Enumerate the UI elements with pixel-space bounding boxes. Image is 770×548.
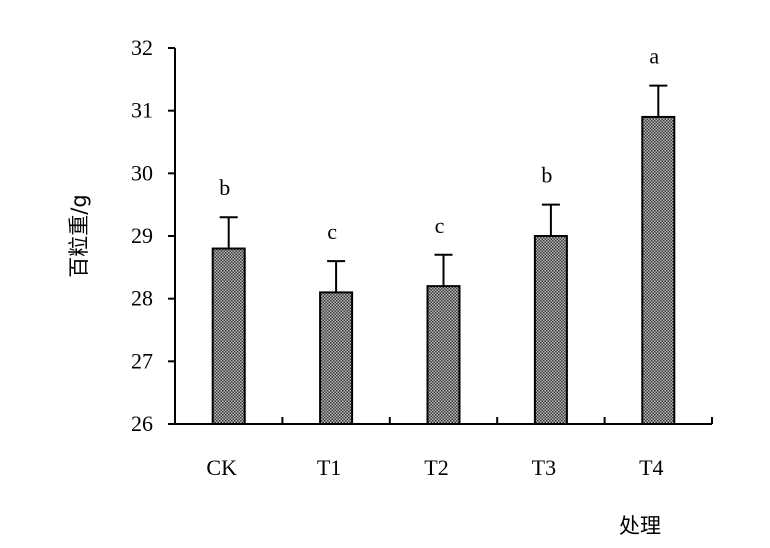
bar-t1	[319, 291, 354, 425]
bar-ck	[211, 247, 246, 425]
y-tick-label: 27	[131, 348, 153, 373]
significance-label: c	[327, 219, 337, 244]
y-tick-label: 31	[131, 98, 153, 123]
bar-t3	[533, 235, 568, 425]
x-axis-ticks: CK T1 T2 T3 T4	[174, 417, 713, 480]
significance-label: a	[649, 44, 659, 69]
bar-t2	[426, 285, 461, 425]
x-axis-title: 处理	[619, 514, 661, 538]
y-tick-label: 32	[131, 35, 153, 60]
y-axis-ticks: 26 27 28 29 30 31 32	[131, 35, 175, 436]
y-tick-label: 28	[131, 286, 153, 311]
significance-label: c	[435, 213, 445, 238]
x-category-label: T4	[639, 455, 663, 480]
x-category-label: T2	[424, 455, 448, 480]
significance-label: b	[219, 175, 230, 200]
significance-label: b	[541, 163, 552, 188]
y-tick-label: 26	[131, 411, 153, 436]
significance-labels: b c c b a	[219, 44, 659, 244]
y-tick-label: 30	[131, 160, 153, 185]
y-axis-title: 百粒重/g	[67, 194, 91, 277]
bar-t4	[641, 115, 676, 426]
y-tick-label: 29	[131, 223, 153, 248]
x-category-label: CK	[206, 455, 237, 480]
x-category-label: T3	[532, 455, 556, 480]
x-category-label: T1	[317, 455, 341, 480]
error-bars	[219, 84, 668, 293]
